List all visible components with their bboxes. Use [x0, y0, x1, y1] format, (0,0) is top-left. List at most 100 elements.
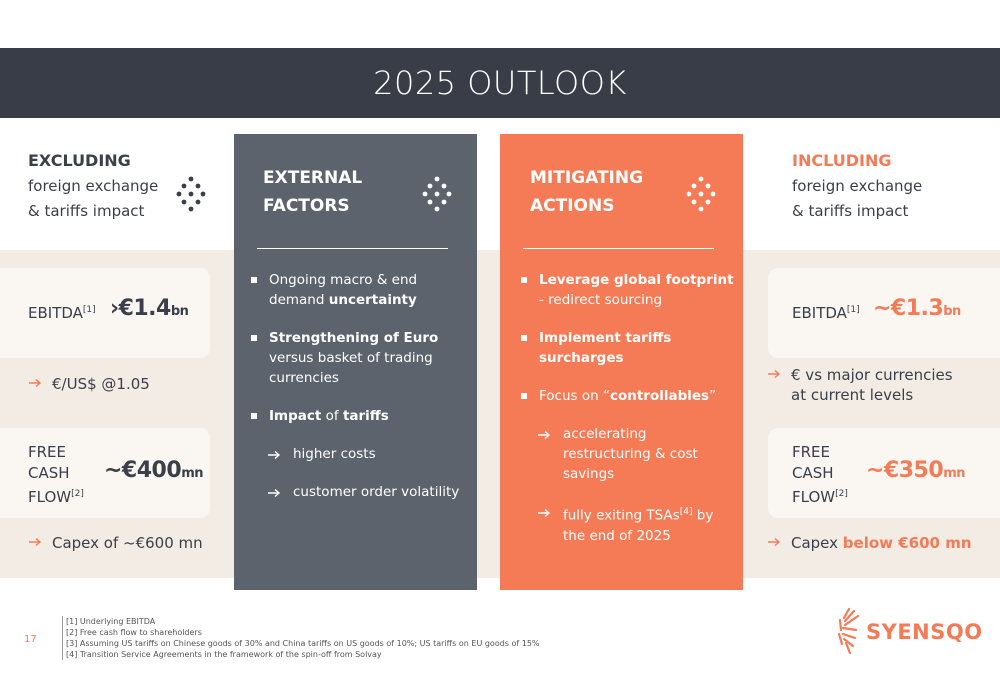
- text: FLOW: [28, 488, 72, 506]
- external-panel: EXTERNAL FACTORS Ongoing macro & end dema…: [234, 134, 477, 590]
- ebitda-value: ~€1.3bn: [873, 296, 961, 321]
- dot: [200, 191, 206, 197]
- text: Focus on “: [539, 388, 610, 404]
- line: CASH: [792, 464, 834, 482]
- dot: [422, 191, 428, 197]
- ref: [1]: [82, 305, 96, 315]
- footnotes: [1] Underlying EBITDA [2] Free cash flow…: [62, 616, 540, 660]
- bullet-item: Impact of tariffs: [249, 406, 464, 426]
- text: € vs major currencies at current levels: [791, 366, 953, 404]
- dot: [176, 191, 182, 197]
- logo-mark: [837, 607, 860, 655]
- text: by the end of 2025: [563, 507, 714, 544]
- line: foreign exchange: [792, 177, 923, 195]
- dot: [427, 183, 433, 189]
- note: €/US$ @1.05: [28, 374, 208, 394]
- arrow: [768, 537, 781, 547]
- text: uncertainty: [328, 292, 417, 308]
- value: 1.3: [905, 296, 944, 321]
- text: higher costs: [293, 446, 376, 462]
- footnote: [1] Underlying EBITDA: [66, 617, 156, 626]
- note: Capex below €600 mn: [767, 533, 997, 553]
- panel-heading: EXTERNAL FACTORS: [263, 164, 362, 220]
- unit: bn: [170, 304, 189, 319]
- dot: [434, 191, 440, 197]
- ref: [2]: [835, 489, 848, 499]
- fcf-value: ~€400mn: [104, 458, 203, 483]
- text: Ongoing macro & end demand: [269, 272, 418, 308]
- title: 2025 OUTLOOK: [0, 48, 1000, 118]
- dot: [188, 206, 194, 212]
- list: Leverage global footprint - redirect sou…: [519, 270, 734, 564]
- dot: [195, 183, 201, 189]
- line: FREE: [28, 443, 67, 461]
- dot: [446, 191, 452, 197]
- line: foreign exchange: [28, 177, 159, 195]
- arrow: [29, 537, 42, 547]
- arrow: [538, 508, 551, 518]
- sub-item: higher costs: [249, 444, 464, 464]
- dot: [441, 183, 447, 189]
- ebitda-label: EBITDA[1]: [28, 304, 96, 322]
- fcf-label: FREE CASH FLOW[2]: [28, 442, 84, 508]
- text: Capex of ~€600 mn: [52, 534, 203, 552]
- text: Capex: [791, 534, 843, 552]
- ebitda-label: EBITDA[1]: [792, 304, 860, 322]
- note-text: € vs major currencies at current levels: [791, 365, 962, 405]
- page-number: 17: [24, 634, 37, 645]
- note: Capex of ~€600 mn: [28, 533, 228, 553]
- bullet-item: Focus on “controllables”: [519, 386, 734, 406]
- icon: [422, 176, 452, 212]
- dot: [181, 199, 187, 205]
- heading: EXCLUDING: [28, 151, 131, 170]
- arrow: [768, 369, 781, 379]
- value: 1.4: [133, 296, 171, 321]
- ebitda-box: [768, 268, 1000, 358]
- text: EBITDA: [792, 304, 847, 322]
- dot: [698, 191, 704, 197]
- sub-item: accelerating restructuring & cost saving…: [519, 424, 734, 484]
- dot: [434, 176, 440, 182]
- footnote: [2] Free cash flow to shareholders: [66, 628, 202, 637]
- sub-item: fully exiting TSAs[4] by the end of 2025: [519, 502, 734, 546]
- mitigating-panel: MITIGATING ACTIONS Leverage global footpr…: [500, 134, 743, 590]
- subtitle: foreign exchange & tariffs impact: [792, 174, 922, 224]
- text: EBITDA: [28, 304, 83, 322]
- dot: [705, 183, 711, 189]
- fcf-label: FREE CASH FLOW[2]: [792, 442, 848, 508]
- text: ”: [709, 388, 717, 404]
- text: Implement tariffs surcharges: [539, 330, 672, 366]
- ebitda-box: [0, 268, 210, 358]
- text: customer order volatility: [293, 484, 460, 500]
- heading: INCLUDING: [792, 151, 892, 170]
- ref: [1]: [846, 305, 860, 315]
- rule: [523, 248, 714, 249]
- value: 350: [898, 458, 944, 483]
- arrow: [29, 378, 42, 388]
- footnote: [4] Transition Service Agreements in the…: [66, 650, 382, 659]
- note-text: Capex below €600 mn: [791, 533, 972, 553]
- dot: [441, 199, 447, 205]
- text: [4]: [679, 507, 693, 517]
- dot: [710, 191, 716, 197]
- footnote: [3] Assuming US tariffs on Chinese goods…: [66, 639, 540, 648]
- text: Impact: [269, 408, 322, 424]
- dot: [181, 183, 187, 189]
- prefix: ~€: [866, 458, 899, 483]
- dot: [691, 183, 697, 189]
- line: CASH: [28, 464, 70, 482]
- bullet-item: Leverage global footprint - redirect sou…: [519, 270, 734, 310]
- text: - redirect sourcing: [539, 292, 663, 308]
- arrow: [268, 450, 281, 460]
- dot: [705, 199, 711, 205]
- dot: [188, 176, 194, 182]
- note: € vs major currencies at current levels: [767, 365, 962, 405]
- dot: [698, 206, 704, 212]
- fcf-box: [768, 428, 1000, 518]
- dot: [195, 199, 201, 205]
- ref: [2]: [71, 489, 84, 499]
- text: below €600 mn: [842, 534, 972, 552]
- text: of: [321, 408, 343, 424]
- logo: SYENSQO: [866, 620, 983, 644]
